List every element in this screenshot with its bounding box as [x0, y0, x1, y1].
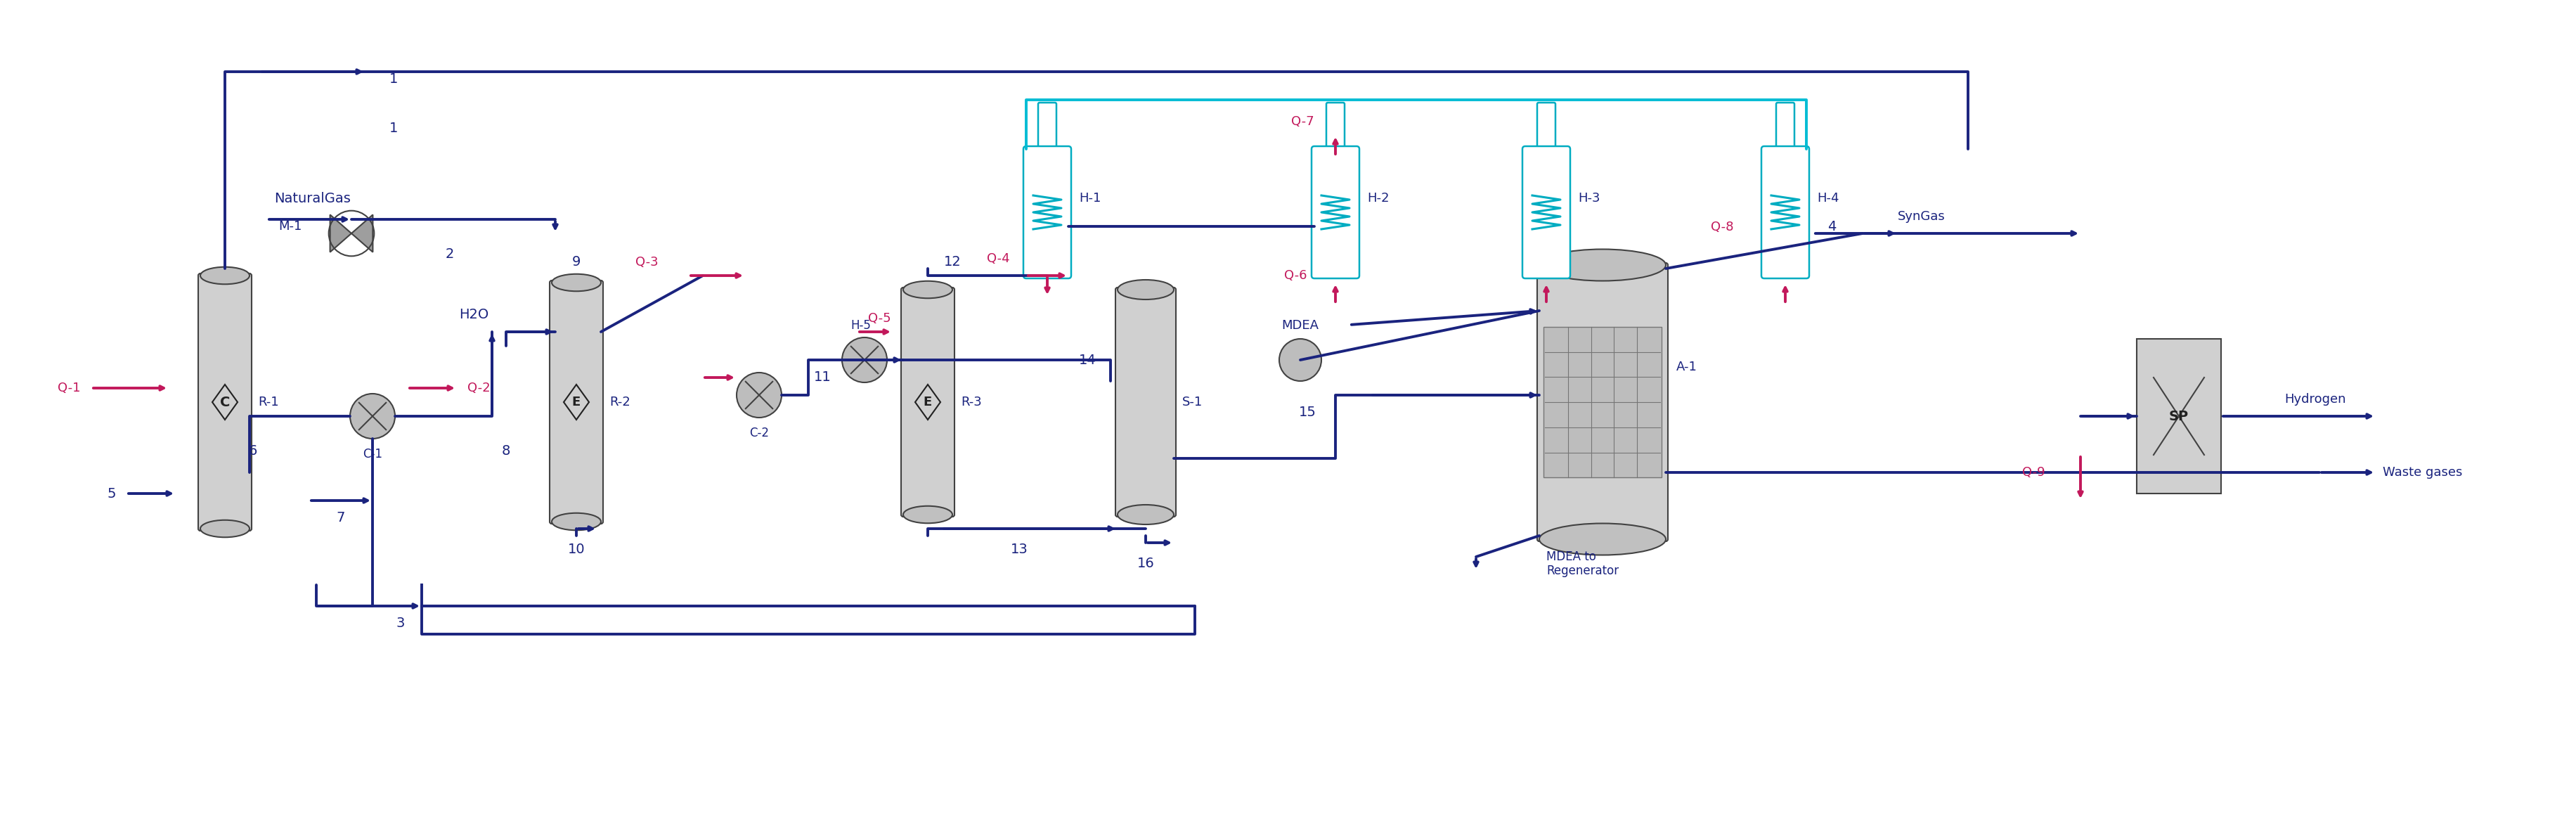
FancyBboxPatch shape: [1538, 263, 1667, 541]
Text: E: E: [922, 396, 933, 408]
Circle shape: [737, 373, 781, 417]
Text: 9: 9: [572, 256, 580, 268]
Text: H2O: H2O: [459, 308, 489, 321]
Text: 4: 4: [1826, 220, 1837, 233]
Text: 2: 2: [446, 247, 453, 261]
Text: Q-8: Q-8: [1710, 220, 1734, 234]
Text: Q-9: Q-9: [2022, 466, 2045, 478]
Text: 15: 15: [1298, 406, 1316, 419]
Text: Q-2: Q-2: [466, 382, 489, 395]
Text: H-4: H-4: [1816, 192, 1839, 204]
Text: 5: 5: [108, 487, 116, 500]
Text: MDEA: MDEA: [1280, 319, 1319, 332]
Text: 14: 14: [1079, 354, 1097, 367]
Text: C: C: [219, 396, 229, 409]
Ellipse shape: [904, 281, 953, 298]
Text: 1: 1: [389, 72, 397, 85]
Text: H-3: H-3: [1577, 192, 1600, 204]
Text: 6: 6: [250, 444, 258, 458]
FancyBboxPatch shape: [1038, 102, 1056, 176]
Text: Q-1: Q-1: [59, 382, 80, 395]
Polygon shape: [330, 215, 350, 252]
Text: 12: 12: [943, 256, 961, 268]
Text: 3: 3: [397, 617, 404, 630]
Text: MDEA to
Regenerator: MDEA to Regenerator: [1546, 551, 1618, 577]
Text: S-1: S-1: [1182, 396, 1203, 408]
Text: 8: 8: [502, 444, 510, 458]
FancyBboxPatch shape: [1311, 146, 1360, 278]
Text: 11: 11: [814, 370, 832, 384]
Text: NaturalGas: NaturalGas: [276, 192, 350, 205]
Text: A-1: A-1: [1677, 360, 1698, 373]
Text: 1: 1: [389, 122, 397, 135]
Text: E: E: [572, 396, 580, 408]
FancyBboxPatch shape: [2136, 339, 2221, 494]
Text: R-3: R-3: [961, 396, 981, 408]
Text: Q-6: Q-6: [1283, 269, 1306, 282]
Text: SP: SP: [2169, 410, 2187, 423]
Text: Q-4: Q-4: [987, 252, 1010, 265]
FancyBboxPatch shape: [1115, 287, 1175, 517]
Text: R-2: R-2: [608, 396, 631, 408]
FancyBboxPatch shape: [1543, 327, 1662, 478]
FancyBboxPatch shape: [1327, 102, 1345, 176]
FancyBboxPatch shape: [1023, 146, 1072, 278]
Text: SynGas: SynGas: [1896, 210, 1945, 223]
Ellipse shape: [201, 267, 250, 284]
Text: Waste gases: Waste gases: [2383, 466, 2463, 478]
Text: Q-5: Q-5: [868, 312, 891, 325]
Polygon shape: [350, 215, 374, 252]
Text: 7: 7: [337, 511, 345, 525]
Text: 10: 10: [567, 543, 585, 556]
Text: Q-7: Q-7: [1291, 116, 1314, 128]
FancyBboxPatch shape: [1538, 102, 1556, 176]
Circle shape: [1278, 339, 1321, 381]
FancyBboxPatch shape: [549, 281, 603, 524]
Text: Hydrogen: Hydrogen: [2285, 393, 2344, 406]
Text: C-1: C-1: [363, 447, 381, 460]
Ellipse shape: [1118, 280, 1175, 299]
Circle shape: [350, 394, 394, 438]
Ellipse shape: [201, 520, 250, 537]
Ellipse shape: [1118, 504, 1175, 525]
FancyBboxPatch shape: [198, 273, 252, 530]
Ellipse shape: [904, 506, 953, 523]
Ellipse shape: [1538, 524, 1664, 555]
FancyBboxPatch shape: [1762, 146, 1808, 278]
Text: H-5: H-5: [850, 319, 871, 332]
Ellipse shape: [551, 513, 600, 530]
FancyBboxPatch shape: [902, 287, 953, 517]
Ellipse shape: [551, 274, 600, 292]
Text: 13: 13: [1010, 543, 1028, 556]
FancyBboxPatch shape: [1775, 102, 1793, 176]
Text: M-1: M-1: [278, 220, 301, 233]
Text: H-2: H-2: [1368, 192, 1388, 204]
Text: R-1: R-1: [258, 396, 278, 408]
Circle shape: [842, 338, 886, 382]
FancyBboxPatch shape: [1522, 146, 1569, 278]
Text: Q-3: Q-3: [636, 256, 657, 268]
Text: C-2: C-2: [750, 427, 768, 439]
Text: H-1: H-1: [1079, 192, 1100, 204]
Text: 16: 16: [1136, 556, 1154, 570]
Ellipse shape: [1538, 249, 1664, 281]
